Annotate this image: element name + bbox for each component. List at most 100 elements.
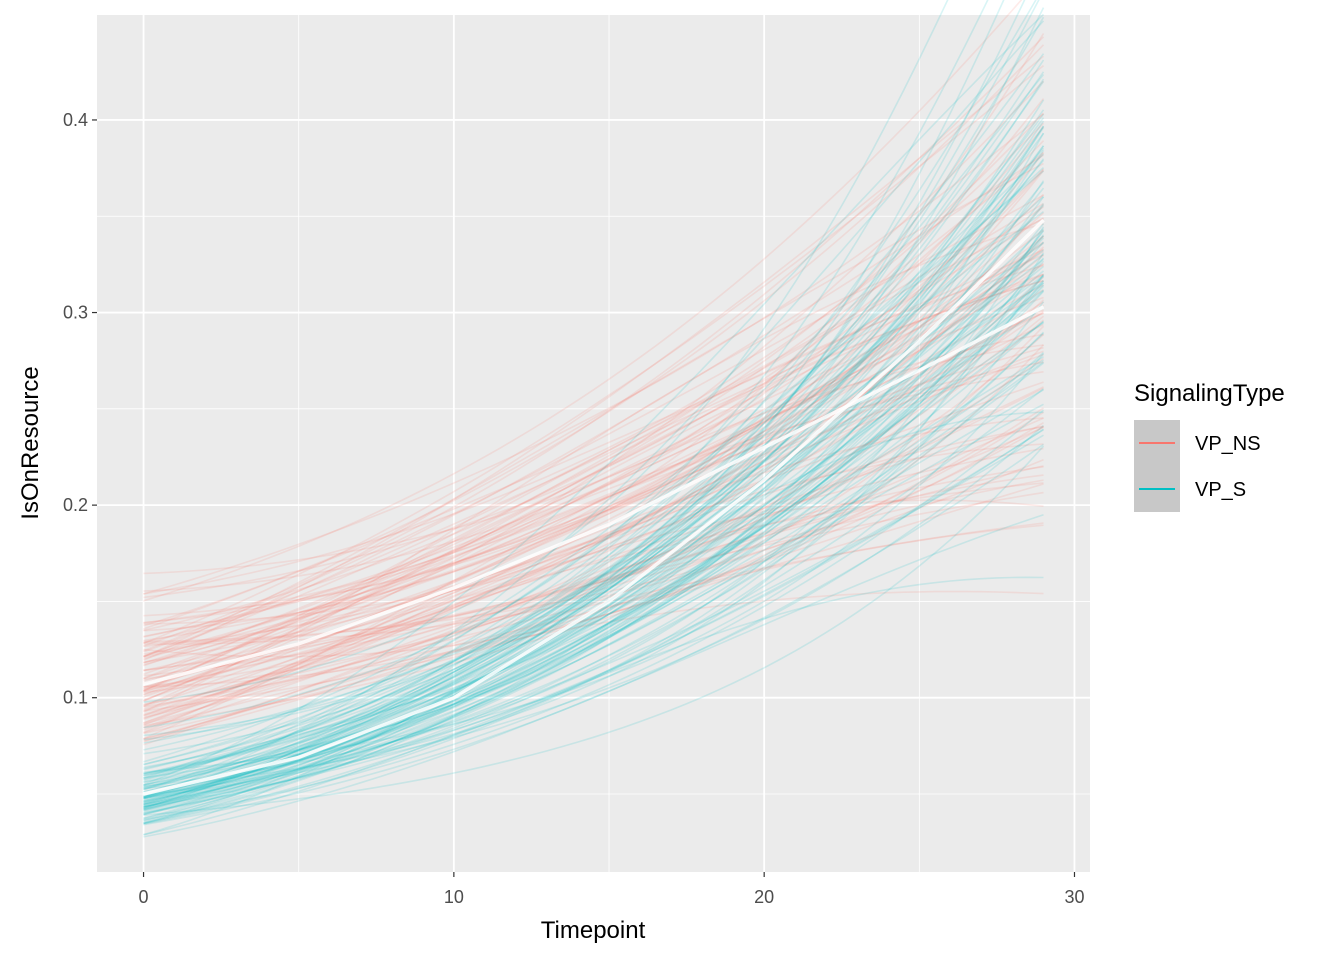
draw-line-vp-ns [143,250,1044,638]
draw-line-vp-s [143,351,1045,806]
draw-line-vp-ns [143,353,1044,720]
draw-line-vp-ns [143,170,1045,680]
draw-line-vp-s [143,99,1045,744]
draw-line-vp-ns [143,246,1045,663]
draw-line-vp-ns [143,325,1045,688]
draw-line-vp-s [143,237,1045,798]
draw-line-vp-s [143,145,1045,797]
draw-line-vp-s [143,230,1045,799]
draw-line-vp-s [143,59,1045,791]
draw-line-vp-s [143,284,1045,804]
draw-line-vp-ns [143,425,1044,746]
draw-line-vp-s [143,80,1045,766]
draw-line-vp-ns [143,425,1044,721]
draw-line-vp-s [143,132,1045,779]
draw-line-vp-ns [143,309,1044,728]
draw-line-vp-ns [143,279,1044,707]
draw-line-vp-s [143,203,1045,810]
draw-line-vp-ns [143,241,1044,644]
draw-line-vp-s [143,159,1045,780]
draw-line-vp-ns [143,319,1045,677]
draw-line-vp-ns [143,194,1044,652]
draw-line-vp-s [143,13,1045,786]
draw-line-vp-ns [143,522,1044,717]
draw-line-vp-s [143,321,1044,816]
draw-line-vp-s [143,443,1044,826]
draw-line-vp-ns [143,474,1044,743]
draw-line-vp-s [143,274,1044,800]
x-tick-label: 30 [1064,887,1084,907]
draw-line-vp-s [143,576,1044,836]
draw-line-vp-ns [143,264,1044,692]
draw-line-vp-ns [143,483,1044,735]
draw-line-vp-ns [143,202,1044,657]
y-tick-label: 0.1 [63,688,88,708]
draw-line-vp-s [143,306,1044,819]
draw-line-vp-ns [143,126,1045,592]
draw-line-vp-ns [143,248,1044,630]
draw-line-vp-s [143,282,1044,805]
draw-line-vp-s [143,181,1045,805]
draw-line-vp-s [143,71,1045,782]
draw-line-vp-s [143,359,1044,823]
draw-line-vp-s [143,127,1045,776]
axes: 0 10 20 30 0.1 0.2 0.3 0.4 [63,110,1085,907]
draw-line-vp-s [143,388,1044,825]
draw-line-vp-ns [143,426,1044,643]
mean-line-vp-ns [143,305,1045,686]
draw-line-vp-s [143,290,1045,769]
draw-line-vp-ns [143,206,1044,696]
draw-line-vp-ns [143,499,1044,724]
draw-line-vp-s [143,429,1044,806]
draw-line-vp-s [143,514,1044,838]
draw-line-vp-s [143,252,1045,790]
y-tick-label: 0.4 [63,110,88,130]
draw-line-vp-s [143,434,1044,825]
draw-line-vp-s [143,211,1044,809]
draw-line-vp-ns [143,55,1045,661]
draw-line-vp-ns [143,479,1044,725]
draw-line-vp-s [143,16,1045,793]
draw-line-vp-s [143,241,1045,786]
draw-line-vp-ns [143,310,1044,690]
draw-line-vp-ns [143,44,1045,627]
draw-line-vp-ns [143,262,1044,706]
draw-line-vp-ns [143,217,1044,667]
draw-line-vp-ns [143,422,1044,712]
draw-line-vp-s [143,120,1045,775]
draw-line-vp-s [143,285,1045,783]
draw-line-vp-ns [143,323,1044,724]
draw-line-vp-s [143,0,1005,737]
draw-line-vp-ns [143,169,1045,624]
draw-line-vp-ns [143,304,1044,655]
draw-line-vp-s [143,153,1045,779]
draw-line-vp-s [143,109,1045,766]
draw-line-vp-s [143,0,1037,781]
draw-line-vp-ns [143,140,1045,599]
draw-line-vp-ns [143,465,1044,710]
draw-line-vp-s [143,275,1045,800]
draw-line-vp-s [143,274,1045,809]
x-axis-title: Timepoint [541,917,646,944]
draw-line-vp-ns [143,344,1044,702]
draw-line-vp-s [143,289,1044,821]
x-tick-label: 0 [139,887,149,907]
draw-line-vp-ns [143,36,1045,647]
y-axis-title: IsOnResource [17,366,44,519]
draw-line-vp-s [143,20,1045,798]
draw-line-vp-ns [143,371,1044,680]
draw-line-vp-ns [143,333,1045,644]
draw-line-vp-s [143,204,1045,800]
draw-line-vp-ns [143,98,1045,624]
draw-line-vp-s [143,78,1045,771]
draw-line-vp-s [143,331,1045,814]
draw-line-vp-s [143,428,1044,814]
draw-line-vp-ns [143,590,1044,729]
draw-line-vp-ns [143,235,1044,638]
draw-line-vp-ns [143,168,1045,575]
draw-line-vp-ns [143,417,1044,742]
draw-line-vp-s [143,362,1044,808]
draw-line-vp-s [143,158,1045,751]
draw-line-vp-ns [143,248,1044,664]
